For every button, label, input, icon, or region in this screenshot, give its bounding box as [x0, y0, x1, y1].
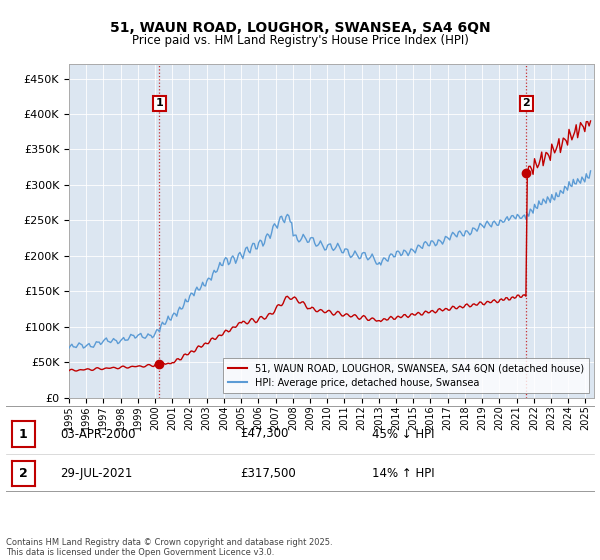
Text: 45% ↓ HPI: 45% ↓ HPI — [372, 427, 434, 441]
Text: 29-JUL-2021: 29-JUL-2021 — [60, 466, 133, 480]
Text: 2: 2 — [19, 466, 28, 480]
Text: 2: 2 — [523, 99, 530, 109]
Text: 14% ↑ HPI: 14% ↑ HPI — [372, 466, 434, 480]
Text: 1: 1 — [19, 427, 28, 441]
Legend: 51, WAUN ROAD, LOUGHOR, SWANSEA, SA4 6QN (detached house), HPI: Average price, d: 51, WAUN ROAD, LOUGHOR, SWANSEA, SA4 6QN… — [223, 358, 589, 393]
Text: 03-APR-2000: 03-APR-2000 — [60, 427, 136, 441]
Text: Contains HM Land Registry data © Crown copyright and database right 2025.
This d: Contains HM Land Registry data © Crown c… — [6, 538, 332, 557]
Text: £317,500: £317,500 — [240, 466, 296, 480]
Text: 1: 1 — [155, 99, 163, 109]
Text: £47,300: £47,300 — [240, 427, 289, 441]
Text: 51, WAUN ROAD, LOUGHOR, SWANSEA, SA4 6QN: 51, WAUN ROAD, LOUGHOR, SWANSEA, SA4 6QN — [110, 21, 490, 35]
Text: Price paid vs. HM Land Registry's House Price Index (HPI): Price paid vs. HM Land Registry's House … — [131, 34, 469, 46]
